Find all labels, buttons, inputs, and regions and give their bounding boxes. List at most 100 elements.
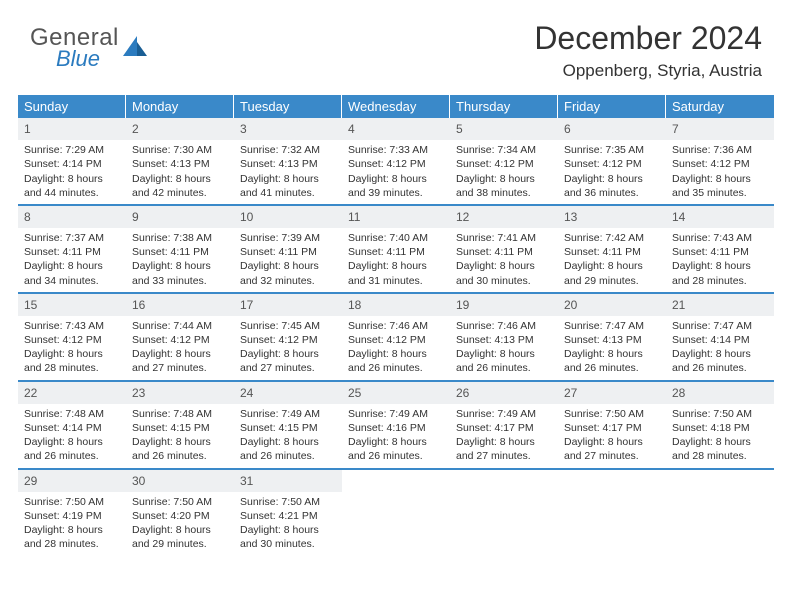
daylight-text: Daylight: 8 hours and 41 minutes. bbox=[240, 172, 336, 200]
day-body: Sunrise: 7:49 AMSunset: 4:15 PMDaylight:… bbox=[234, 404, 342, 468]
sunrise-text: Sunrise: 7:50 AM bbox=[132, 495, 228, 509]
daylight-text: Daylight: 8 hours and 39 minutes. bbox=[348, 172, 444, 200]
sunrise-text: Sunrise: 7:35 AM bbox=[564, 143, 660, 157]
day-header-cell: Sunday bbox=[18, 95, 126, 118]
day-cell: 4Sunrise: 7:33 AMSunset: 4:12 PMDaylight… bbox=[342, 118, 450, 204]
day-body: Sunrise: 7:50 AMSunset: 4:21 PMDaylight:… bbox=[234, 492, 342, 556]
day-number: 1 bbox=[18, 118, 126, 140]
day-body: Sunrise: 7:34 AMSunset: 4:12 PMDaylight:… bbox=[450, 140, 558, 204]
sunrise-text: Sunrise: 7:36 AM bbox=[672, 143, 768, 157]
sunrise-text: Sunrise: 7:29 AM bbox=[24, 143, 120, 157]
day-number: 30 bbox=[126, 470, 234, 492]
day-cell: 11Sunrise: 7:40 AMSunset: 4:11 PMDayligh… bbox=[342, 206, 450, 292]
day-number: 21 bbox=[666, 294, 774, 316]
sunset-text: Sunset: 4:16 PM bbox=[348, 421, 444, 435]
sunset-text: Sunset: 4:13 PM bbox=[132, 157, 228, 171]
day-body: Sunrise: 7:36 AMSunset: 4:12 PMDaylight:… bbox=[666, 140, 774, 204]
day-cell: 17Sunrise: 7:45 AMSunset: 4:12 PMDayligh… bbox=[234, 294, 342, 380]
title-block: December 2024 Oppenberg, Styria, Austria bbox=[534, 20, 762, 81]
day-body: Sunrise: 7:46 AMSunset: 4:13 PMDaylight:… bbox=[450, 316, 558, 380]
sunrise-text: Sunrise: 7:42 AM bbox=[564, 231, 660, 245]
daylight-text: Daylight: 8 hours and 30 minutes. bbox=[240, 523, 336, 551]
day-number: 15 bbox=[18, 294, 126, 316]
sunrise-text: Sunrise: 7:41 AM bbox=[456, 231, 552, 245]
day-cell: 15Sunrise: 7:43 AMSunset: 4:12 PMDayligh… bbox=[18, 294, 126, 380]
sunset-text: Sunset: 4:12 PM bbox=[348, 157, 444, 171]
week-row: 15Sunrise: 7:43 AMSunset: 4:12 PMDayligh… bbox=[18, 294, 774, 382]
day-header-cell: Friday bbox=[558, 95, 666, 118]
sunset-text: Sunset: 4:15 PM bbox=[132, 421, 228, 435]
day-cell: 7Sunrise: 7:36 AMSunset: 4:12 PMDaylight… bbox=[666, 118, 774, 204]
daylight-text: Daylight: 8 hours and 26 minutes. bbox=[564, 347, 660, 375]
day-body: Sunrise: 7:50 AMSunset: 4:18 PMDaylight:… bbox=[666, 404, 774, 468]
day-cell bbox=[450, 470, 558, 556]
week-row: 1 Sunrise: 7:29 AMSunset: 4:14 PM Daylight… bbox=[18, 118, 774, 206]
day-body: Sunrise: 7:47 AMSunset: 4:14 PMDaylight:… bbox=[666, 316, 774, 380]
sunset-text: Sunset: 4:11 PM bbox=[24, 245, 120, 259]
sunset-text: Sunset: 4:12 PM bbox=[564, 157, 660, 171]
day-cell bbox=[558, 470, 666, 556]
location: Oppenberg, Styria, Austria bbox=[534, 61, 762, 81]
month-title: December 2024 bbox=[534, 20, 762, 57]
day-number-empty bbox=[342, 470, 450, 492]
sunset-text: Sunset: 4:21 PM bbox=[240, 509, 336, 523]
day-cell bbox=[666, 470, 774, 556]
daylight-text: Daylight: 8 hours and 32 minutes. bbox=[240, 259, 336, 287]
daylight-text: Daylight: 8 hours and 26 minutes. bbox=[672, 347, 768, 375]
day-body: Sunrise: 7:38 AMSunset: 4:11 PMDaylight:… bbox=[126, 228, 234, 292]
day-cell: 31Sunrise: 7:50 AMSunset: 4:21 PMDayligh… bbox=[234, 470, 342, 556]
day-cell: 14Sunrise: 7:43 AMSunset: 4:11 PMDayligh… bbox=[666, 206, 774, 292]
day-cell: 27Sunrise: 7:50 AMSunset: 4:17 PMDayligh… bbox=[558, 382, 666, 468]
day-header-cell: Wednesday bbox=[342, 95, 450, 118]
sunrise-text: Sunrise: 7:46 AM bbox=[456, 319, 552, 333]
day-body: Sunrise: 7:49 AMSunset: 4:17 PMDaylight:… bbox=[450, 404, 558, 468]
day-number: 12 bbox=[450, 206, 558, 228]
day-cell: 20Sunrise: 7:47 AMSunset: 4:13 PMDayligh… bbox=[558, 294, 666, 380]
day-cell: 23Sunrise: 7:48 AMSunset: 4:15 PMDayligh… bbox=[126, 382, 234, 468]
day-number-empty bbox=[450, 470, 558, 492]
sunrise-text: Sunrise: 7:50 AM bbox=[672, 407, 768, 421]
day-cell: 22Sunrise: 7:48 AMSunset: 4:14 PMDayligh… bbox=[18, 382, 126, 468]
daylight-text: Daylight: 8 hours and 26 minutes. bbox=[456, 347, 552, 375]
day-number: 5 bbox=[450, 118, 558, 140]
day-number: 10 bbox=[234, 206, 342, 228]
day-cell: 24Sunrise: 7:49 AMSunset: 4:15 PMDayligh… bbox=[234, 382, 342, 468]
day-cell: 28Sunrise: 7:50 AMSunset: 4:18 PMDayligh… bbox=[666, 382, 774, 468]
sunset-text: Sunset: 4:14 PM bbox=[24, 421, 120, 435]
day-cell: 26Sunrise: 7:49 AMSunset: 4:17 PMDayligh… bbox=[450, 382, 558, 468]
sunset-text: Sunset: 4:11 PM bbox=[456, 245, 552, 259]
sunrise-text: Sunrise: 7:50 AM bbox=[240, 495, 336, 509]
sunrise-text: Sunrise: 7:50 AM bbox=[24, 495, 120, 509]
day-header-cell: Thursday bbox=[450, 95, 558, 118]
sunrise-text: Sunrise: 7:43 AM bbox=[24, 319, 120, 333]
calendar: SundayMondayTuesdayWednesdayThursdayFrid… bbox=[0, 89, 792, 555]
sunrise-text: Sunrise: 7:46 AM bbox=[348, 319, 444, 333]
sunset-text: Sunset: 4:12 PM bbox=[456, 157, 552, 171]
day-cell: 2Sunrise: 7:30 AMSunset: 4:13 PMDaylight… bbox=[126, 118, 234, 204]
sunset-text: Sunset: 4:13 PM bbox=[456, 333, 552, 347]
daylight-text: Daylight: 8 hours and 27 minutes. bbox=[456, 435, 552, 463]
day-header-cell: Tuesday bbox=[234, 95, 342, 118]
day-cell: 12Sunrise: 7:41 AMSunset: 4:11 PMDayligh… bbox=[450, 206, 558, 292]
sunrise-text: Sunrise: 7:49 AM bbox=[348, 407, 444, 421]
week-row: 8Sunrise: 7:37 AMSunset: 4:11 PMDaylight… bbox=[18, 206, 774, 294]
day-body: Sunrise: 7:50 AMSunset: 4:20 PMDaylight:… bbox=[126, 492, 234, 556]
day-number: 26 bbox=[450, 382, 558, 404]
sunset-text: Sunset: 4:11 PM bbox=[348, 245, 444, 259]
day-header-cell: Saturday bbox=[666, 95, 774, 118]
daylight-text: Daylight: 8 hours and 34 minutes. bbox=[24, 259, 120, 287]
day-number: 22 bbox=[18, 382, 126, 404]
day-number: 20 bbox=[558, 294, 666, 316]
day-cell: 10Sunrise: 7:39 AMSunset: 4:11 PMDayligh… bbox=[234, 206, 342, 292]
daylight-text: Daylight: 8 hours and 33 minutes. bbox=[132, 259, 228, 287]
day-number: 4 bbox=[342, 118, 450, 140]
sunset-text: Sunset: 4:13 PM bbox=[240, 157, 336, 171]
sunset-text: Sunset: 4:14 PM bbox=[24, 157, 120, 171]
logo-mark-icon bbox=[123, 36, 149, 63]
sunset-text: Sunset: 4:11 PM bbox=[240, 245, 336, 259]
logo: General Blue bbox=[30, 20, 149, 70]
daylight-text: Daylight: 8 hours and 29 minutes. bbox=[564, 259, 660, 287]
day-number-empty bbox=[558, 470, 666, 492]
day-number: 13 bbox=[558, 206, 666, 228]
day-body: Sunrise: 7:40 AMSunset: 4:11 PMDaylight:… bbox=[342, 228, 450, 292]
